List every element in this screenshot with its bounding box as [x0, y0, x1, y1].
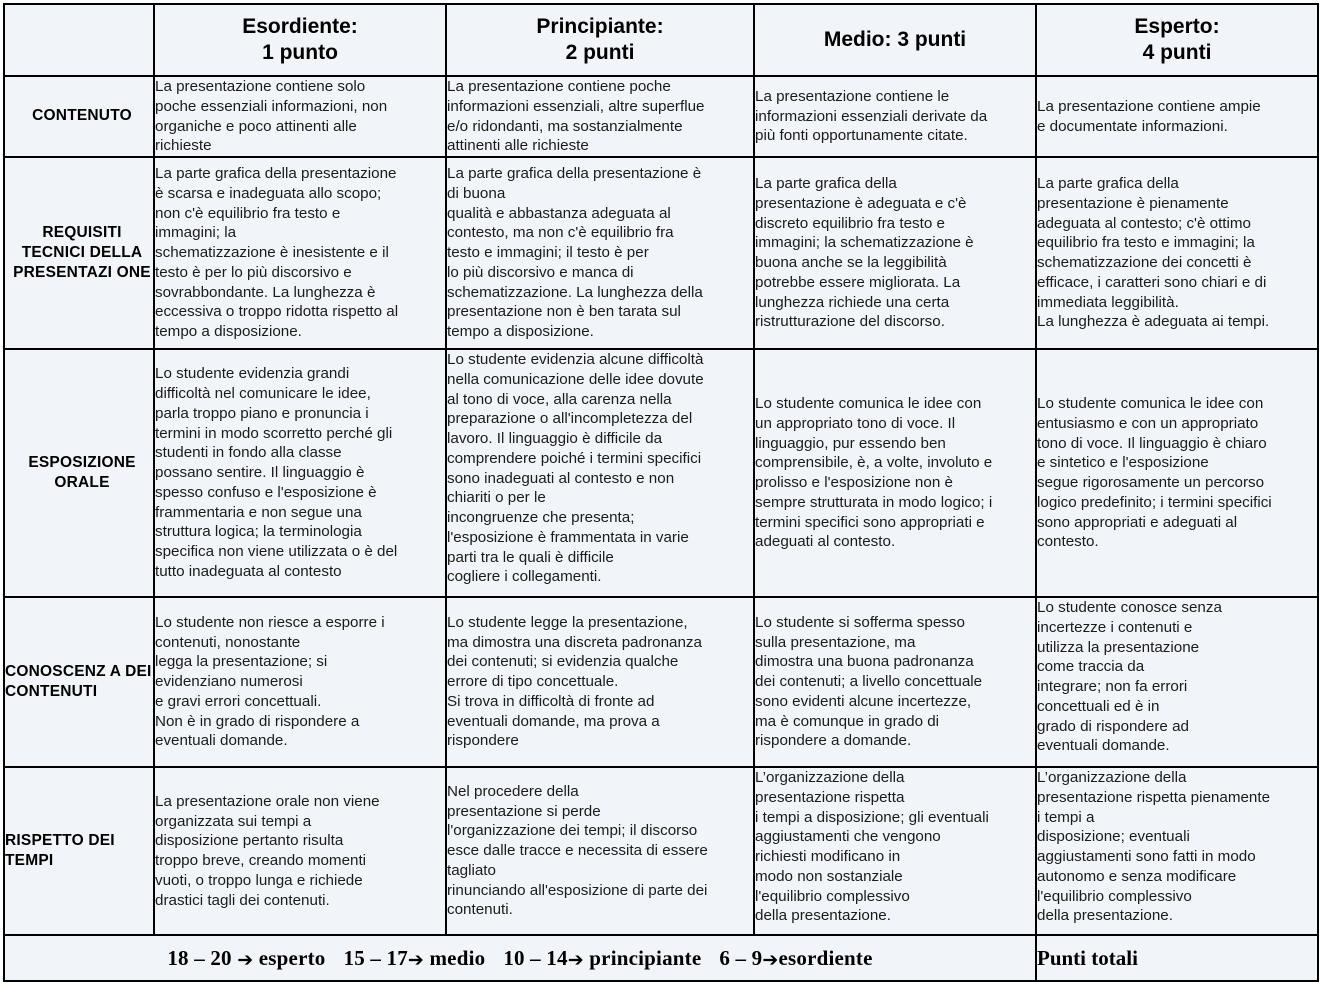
- cell-requisiti-medio: La parte grafica della presentazione è a…: [753, 156, 1037, 350]
- header-cell-esperto: Esperto: 4 punti: [1035, 3, 1319, 77]
- cell-tempi-esperto: L’organizzazione della presentazione ris…: [1035, 766, 1319, 936]
- cell-esposizione-principiante: Lo studente evidenzia alcune difficoltà …: [445, 348, 755, 598]
- legend-range-esperto: 18 – 20: [167, 945, 232, 970]
- header-cell-criteria: [3, 3, 155, 77]
- header-cell-esordiente: Esordiente: 1 punto: [153, 3, 447, 77]
- cell-contenuto-esordiente: La presentazione contiene solo poche ess…: [153, 75, 447, 158]
- legend-level-esperto: esperto: [258, 945, 326, 970]
- arrow-right-icon: ➔: [407, 948, 425, 971]
- legend-range-principiante: 10 – 14: [503, 945, 568, 970]
- cell-esposizione-esperto: Lo studente comunica le idee con entusia…: [1035, 348, 1319, 598]
- cell-conoscenza-esordiente: Lo studente non riesce a esporre i conte…: [153, 596, 447, 768]
- cell-tempi-medio: L’organizzazione della presentazione ris…: [753, 766, 1037, 936]
- rubric-table: Esordiente: 1 punto Principiante: 2 punt…: [3, 3, 1319, 982]
- footer-row: 18 – 20 ➔ esperto 15 – 17➔ medio 10 – 14➔ …: [3, 934, 1319, 982]
- legend-item-esperto: 18 – 20 ➔ esperto: [167, 945, 326, 971]
- table-row: RISPETTO DEI TEMPI La presentazione oral…: [3, 766, 1319, 936]
- legend-level-medio: medio: [424, 945, 486, 970]
- header-cell-medio: Medio: 3 punti: [753, 3, 1037, 77]
- arrow-right-icon: ➔: [237, 948, 254, 971]
- score-legend: 18 – 20 ➔ esperto 15 – 17➔ medio 10 – 14➔ …: [3, 934, 1037, 982]
- cell-contenuto-medio: La presentazione contiene le informazion…: [753, 75, 1037, 158]
- legend-level-esordiente: esordiente: [778, 945, 873, 970]
- legend-item-esordiente: 6 – 9➔esordiente: [719, 945, 873, 971]
- header-label-esperto: Esperto: 4 punti: [1134, 15, 1220, 64]
- legend-level-principiante: principiante: [583, 945, 702, 970]
- criterion-contenuto: CONTENUTO: [3, 75, 155, 158]
- legend-range-medio: 15 – 17: [343, 945, 408, 970]
- header-cell-principiante: Principiante: 2 punti: [445, 3, 755, 77]
- cell-contenuto-esperto: La presentazione contiene ampie e docume…: [1035, 75, 1319, 158]
- cell-contenuto-principiante: La presentazione contiene poche informaz…: [445, 75, 755, 158]
- cell-esposizione-medio: Lo studente comunica le idee con un appr…: [753, 348, 1037, 598]
- criterion-rispetto-tempi: RISPETTO DEI TEMPI: [3, 766, 155, 936]
- arrow-right-icon: ➔: [567, 948, 584, 971]
- cell-tempi-esordiente: La presentazione orale non viene organiz…: [153, 766, 447, 936]
- cell-conoscenza-esperto: Lo studente conosce senza incertezze i c…: [1035, 596, 1319, 768]
- table-row: REQUISITI TECNICI DELLA PRESENTAZI ONE L…: [3, 156, 1319, 350]
- header-label-principiante: Principiante: 2 punti: [536, 15, 664, 64]
- cell-esposizione-esordiente: Lo studente evidenzia grandi difficoltà …: [153, 348, 447, 598]
- legend-item-medio: 15 – 17➔ medio: [343, 945, 486, 971]
- cell-tempi-principiante: Nel procedere della presentazione si per…: [445, 766, 755, 936]
- criterion-esposizione-orale: ESPOSIZIONE ORALE: [3, 348, 155, 598]
- cell-conoscenza-medio: Lo studente si sofferma spesso sulla pre…: [753, 596, 1037, 768]
- header-label-medio: Medio: 3 punti: [823, 28, 967, 52]
- rubric-table-header: Esordiente: 1 punto Principiante: 2 punt…: [3, 3, 1319, 77]
- header-label-esordiente: Esordiente: 1 punto: [242, 15, 358, 64]
- legend-item-principiante: 10 – 14➔ principiante: [503, 945, 702, 971]
- arrow-right-icon: ➔: [762, 948, 779, 971]
- table-row: ESPOSIZIONE ORALE Lo studente evidenzia …: [3, 348, 1319, 598]
- table-row: CONOSCENZ A DEI CONTENUTI Lo studente no…: [3, 596, 1319, 768]
- table-row: CONTENUTO La presentazione contiene solo…: [3, 75, 1319, 158]
- cell-requisiti-esordiente: La parte grafica della presentazione è s…: [153, 156, 447, 350]
- header-row: Esordiente: 1 punto Principiante: 2 punt…: [3, 3, 1319, 77]
- criterion-requisiti-tecnici: REQUISITI TECNICI DELLA PRESENTAZI ONE: [3, 156, 155, 350]
- rubric-table-body: CONTENUTO La presentazione contiene solo…: [3, 75, 1319, 982]
- cell-requisiti-esperto: La parte grafica della presentazione è p…: [1035, 156, 1319, 350]
- total-points-label: Punti totali: [1035, 934, 1319, 982]
- cell-requisiti-principiante: La parte grafica della presentazione è d…: [445, 156, 755, 350]
- cell-conoscenza-principiante: Lo studente legge la presentazione, ma d…: [445, 596, 755, 768]
- criterion-conoscenza-contenuti: CONOSCENZ A DEI CONTENUTI: [3, 596, 155, 768]
- legend-range-esordiente: 6 – 9: [719, 945, 763, 970]
